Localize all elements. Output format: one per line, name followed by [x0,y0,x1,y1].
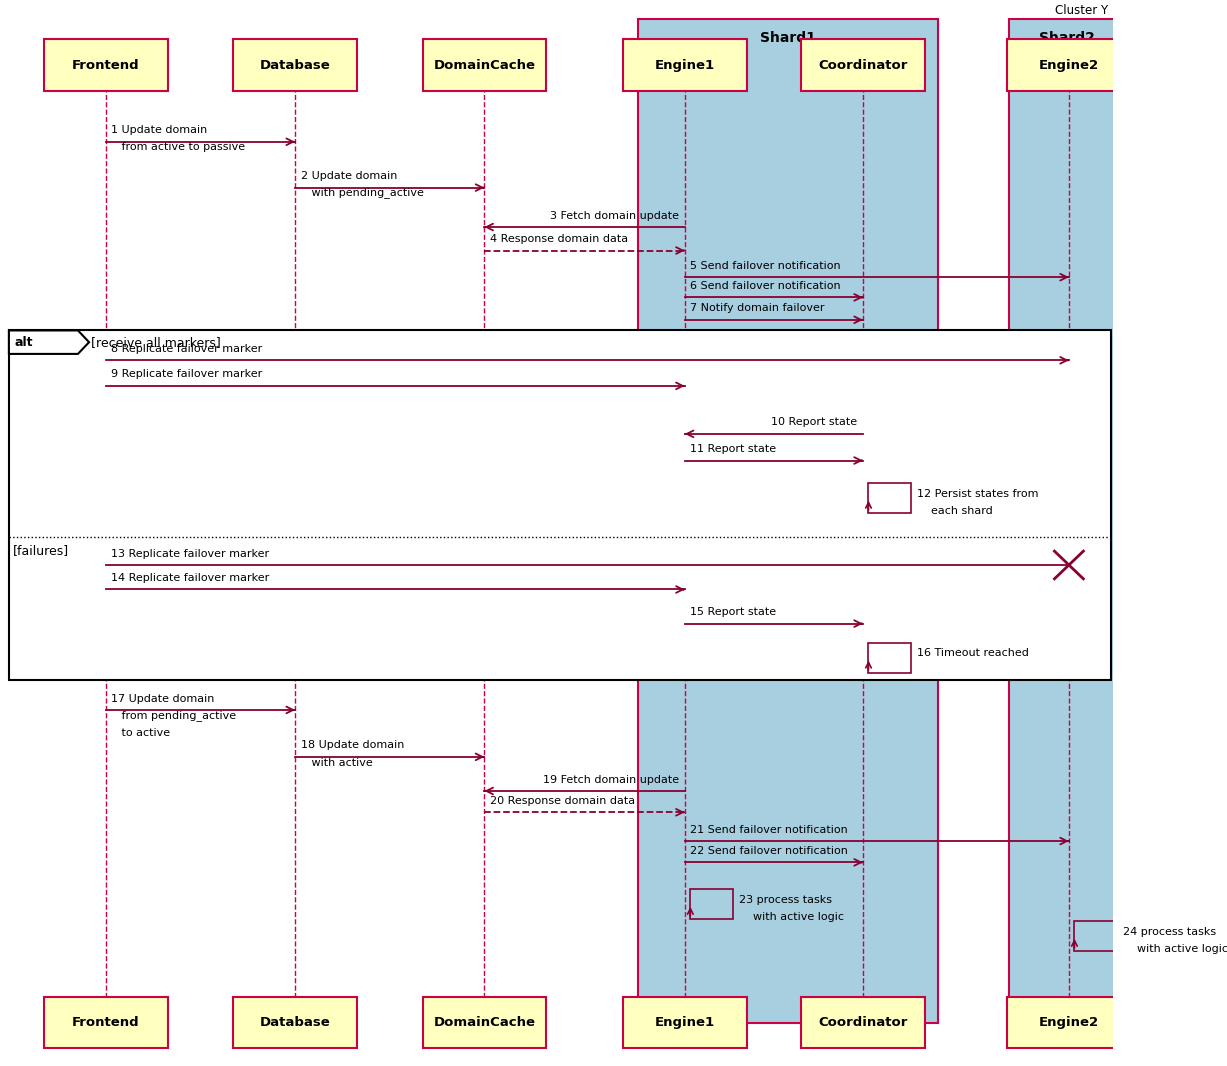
Text: 17 Update domain: 17 Update domain [112,694,215,704]
Text: Cluster Y: Cluster Y [1055,4,1108,17]
Text: from pending_active: from pending_active [112,710,237,721]
Text: each shard: each shard [918,505,993,516]
Text: Frontend: Frontend [72,59,140,71]
FancyBboxPatch shape [801,39,925,91]
Text: 5 Send failover notification: 5 Send failover notification [691,261,840,271]
FancyBboxPatch shape [1009,19,1125,1023]
Text: DomainCache: DomainCache [433,1016,535,1029]
FancyBboxPatch shape [422,39,546,91]
Text: 18 Update domain: 18 Update domain [301,741,404,750]
Text: 8 Replicate failover marker: 8 Replicate failover marker [112,344,263,354]
Text: Shard1: Shard1 [760,31,816,46]
FancyBboxPatch shape [9,330,1112,680]
Text: 13 Replicate failover marker: 13 Replicate failover marker [112,549,270,559]
FancyBboxPatch shape [233,39,357,91]
Polygon shape [9,330,90,354]
FancyBboxPatch shape [801,997,925,1048]
Text: 19 Fetch domain update: 19 Fetch domain update [544,775,680,785]
FancyBboxPatch shape [44,39,168,91]
Text: 14 Replicate failover marker: 14 Replicate failover marker [112,574,270,583]
Text: 7 Notify domain failover: 7 Notify domain failover [691,304,825,313]
Text: Engine2: Engine2 [1039,59,1099,71]
Text: 21 Send failover notification: 21 Send failover notification [691,825,848,835]
Text: 22 Send failover notification: 22 Send failover notification [691,846,848,856]
Text: with active: with active [301,758,372,768]
Text: alt: alt [15,336,33,349]
Text: to active: to active [112,728,171,738]
Text: 2 Update domain: 2 Update domain [301,172,398,181]
Text: DomainCache: DomainCache [433,59,535,71]
Text: 11 Report state: 11 Report state [691,445,777,454]
Text: Database: Database [260,1016,330,1029]
FancyBboxPatch shape [233,997,357,1048]
FancyBboxPatch shape [623,997,746,1048]
Text: [receive all markers]: [receive all markers] [91,336,221,349]
Text: 1 Update domain: 1 Update domain [112,126,207,135]
Text: 12 Persist states from: 12 Persist states from [918,488,1039,499]
FancyBboxPatch shape [1007,997,1131,1048]
FancyBboxPatch shape [44,997,168,1048]
Text: Engine1: Engine1 [655,59,715,71]
Text: Engine1: Engine1 [655,1016,715,1029]
Text: 20 Response domain data: 20 Response domain data [490,796,636,806]
FancyBboxPatch shape [638,19,937,1023]
Text: Frontend: Frontend [72,1016,140,1029]
Text: 24 process tasks: 24 process tasks [1124,926,1217,937]
Text: from active to passive: from active to passive [112,143,245,152]
Text: 15 Report state: 15 Report state [691,608,777,617]
Text: 16 Timeout reached: 16 Timeout reached [918,648,1029,659]
Text: 9 Replicate failover marker: 9 Replicate failover marker [112,370,263,379]
Text: 3 Fetch domain update: 3 Fetch domain update [550,211,680,221]
Text: Coordinator: Coordinator [818,1016,908,1029]
Text: with active logic: with active logic [740,911,844,922]
Text: with active logic: with active logic [1124,943,1227,954]
Text: 23 process tasks: 23 process tasks [740,894,832,905]
Text: 4 Response domain data: 4 Response domain data [490,235,628,244]
Text: [failures]: [failures] [13,544,70,556]
Text: Shard2: Shard2 [1039,31,1094,46]
Text: with pending_active: with pending_active [301,188,423,198]
Text: Database: Database [260,59,330,71]
FancyBboxPatch shape [1007,39,1131,91]
FancyBboxPatch shape [422,997,546,1048]
Text: 6 Send failover notification: 6 Send failover notification [691,281,840,291]
Text: 10 Report state: 10 Report state [772,418,858,427]
Text: Coordinator: Coordinator [818,59,908,71]
Text: Engine2: Engine2 [1039,1016,1099,1029]
FancyBboxPatch shape [623,39,746,91]
